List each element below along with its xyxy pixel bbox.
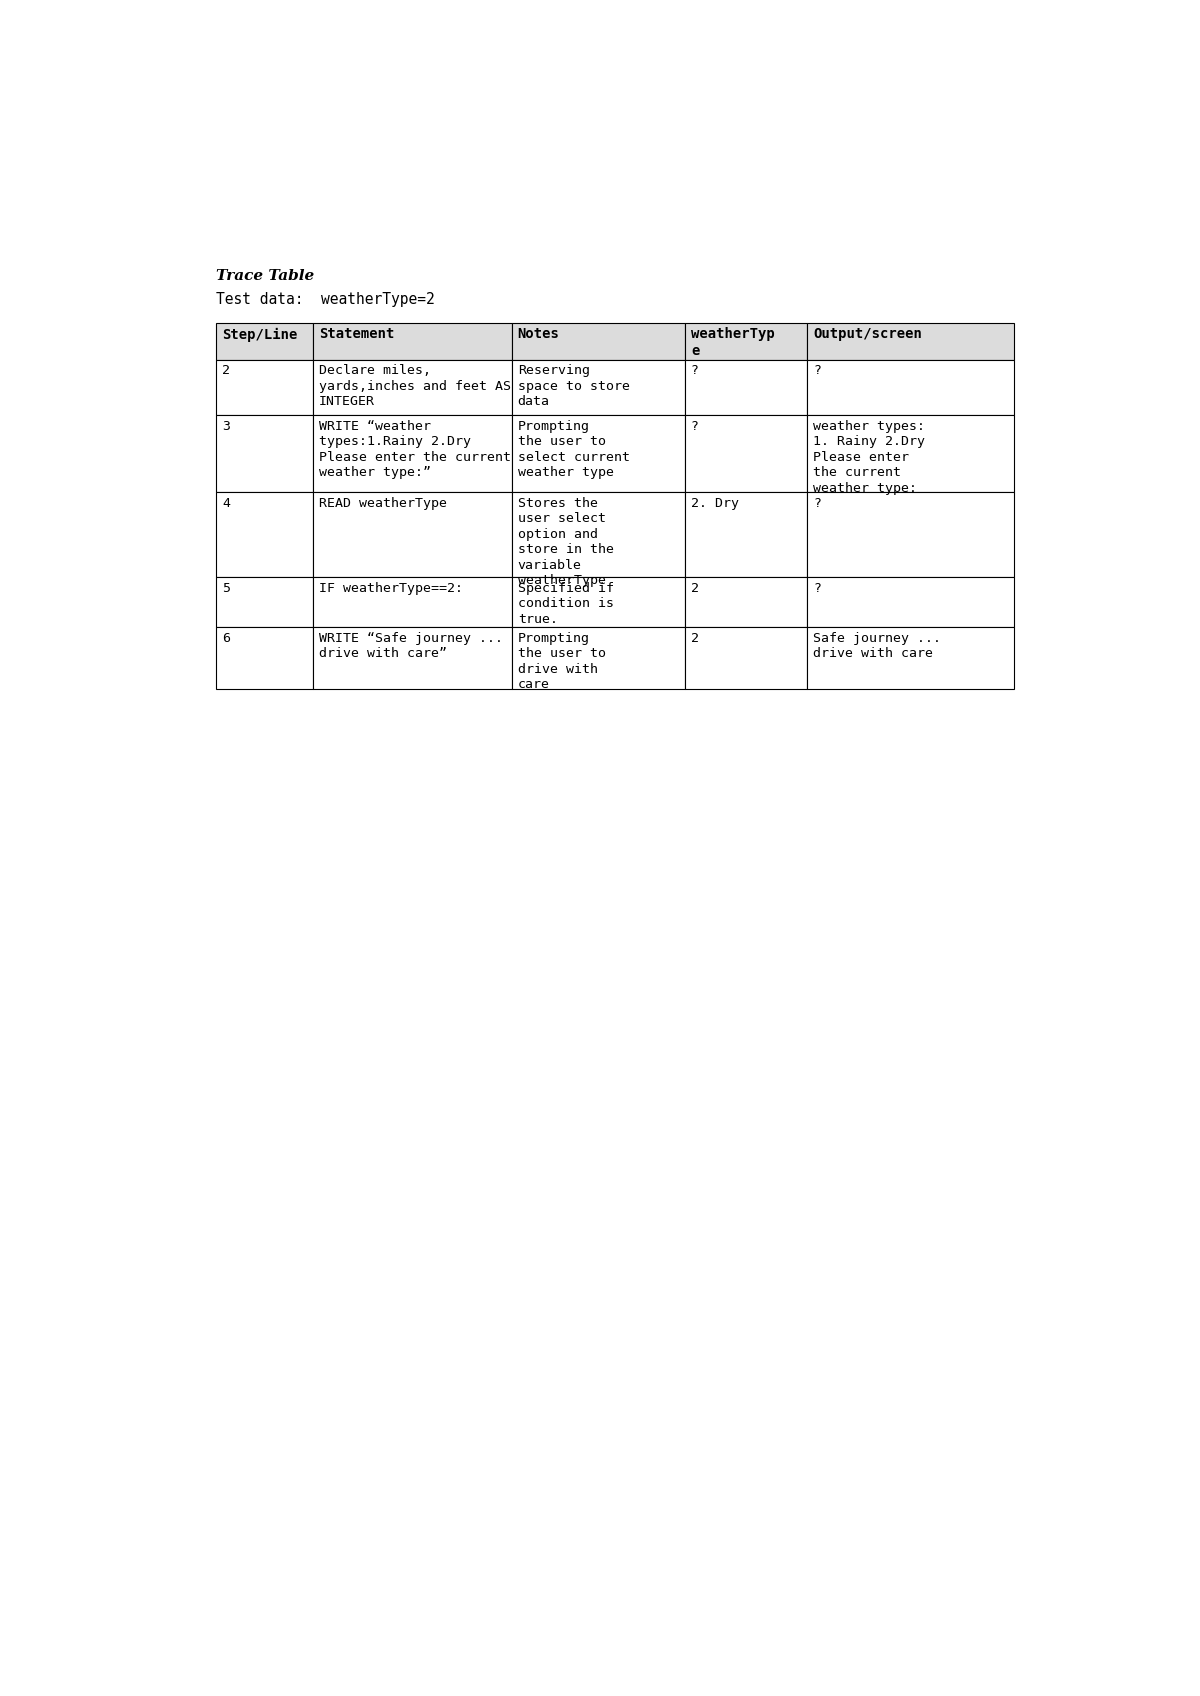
Text: 4: 4 <box>222 497 230 510</box>
Bar <box>511 492 685 577</box>
Bar <box>685 416 808 492</box>
Text: Specified if
condition is
true.: Specified if condition is true. <box>517 582 613 626</box>
Bar <box>511 360 685 416</box>
Text: 2: 2 <box>222 365 230 378</box>
Bar <box>216 322 313 360</box>
Bar <box>216 628 313 689</box>
Bar <box>685 322 808 360</box>
Text: READ weatherType: READ weatherType <box>319 497 448 510</box>
Bar <box>216 492 313 577</box>
Bar <box>808 322 1014 360</box>
Bar <box>313 360 511 416</box>
Bar <box>808 628 1014 689</box>
Bar <box>216 577 313 628</box>
Text: 2: 2 <box>691 582 698 595</box>
Text: Statement: Statement <box>319 327 395 341</box>
Bar <box>685 577 808 628</box>
Bar <box>808 577 1014 628</box>
Text: 2. Dry: 2. Dry <box>691 497 739 510</box>
Text: Declare miles,
yards,inches and feet AS
INTEGER: Declare miles, yards,inches and feet AS … <box>319 365 511 409</box>
Text: 5: 5 <box>222 582 230 595</box>
Bar <box>808 360 1014 416</box>
Bar <box>685 628 808 689</box>
Bar <box>808 492 1014 577</box>
Text: ?: ? <box>814 582 821 595</box>
Bar <box>313 492 511 577</box>
Bar <box>511 577 685 628</box>
Bar <box>511 628 685 689</box>
Text: Reserving
space to store
data: Reserving space to store data <box>517 365 630 409</box>
Text: ?: ? <box>691 421 698 432</box>
Text: weatherTyp
e: weatherTyp e <box>691 327 775 358</box>
Text: WRITE “Safe journey ...
drive with care”: WRITE “Safe journey ... drive with care” <box>319 631 503 660</box>
Bar <box>685 360 808 416</box>
Text: 2: 2 <box>691 631 698 644</box>
Text: ?: ? <box>691 365 698 378</box>
Bar <box>313 628 511 689</box>
Text: Output/screen: Output/screen <box>814 327 923 341</box>
Bar <box>216 416 313 492</box>
Text: IF weatherType==2:: IF weatherType==2: <box>319 582 463 595</box>
Text: ?: ? <box>814 365 821 378</box>
Text: 6: 6 <box>222 631 230 644</box>
Text: Step/Line: Step/Line <box>222 327 298 341</box>
Text: 3: 3 <box>222 421 230 432</box>
Bar <box>511 416 685 492</box>
Bar <box>511 322 685 360</box>
Bar <box>313 416 511 492</box>
Bar <box>216 360 313 416</box>
Text: weather types:
1. Rainy 2.Dry
Please enter
the current
weather type:: weather types: 1. Rainy 2.Dry Please ent… <box>814 421 925 495</box>
Text: ?: ? <box>814 497 821 510</box>
Bar <box>808 416 1014 492</box>
Text: Notes: Notes <box>517 327 559 341</box>
Text: Stores the
user select
option and
store in the
variable
weatherType: Stores the user select option and store … <box>517 497 613 587</box>
Text: Trace Table: Trace Table <box>216 270 314 283</box>
Text: Prompting
the user to
drive with
care: Prompting the user to drive with care <box>517 631 606 692</box>
Text: WRITE “weather
types:1.Rainy 2.Dry
Please enter the current
weather type:”: WRITE “weather types:1.Rainy 2.Dry Pleas… <box>319 421 511 480</box>
Bar <box>313 577 511 628</box>
Bar <box>313 322 511 360</box>
Text: Prompting
the user to
select current
weather type: Prompting the user to select current wea… <box>517 421 630 480</box>
Bar <box>685 492 808 577</box>
Text: Test data:  weatherType=2: Test data: weatherType=2 <box>216 292 434 307</box>
Text: Safe journey ...
drive with care: Safe journey ... drive with care <box>814 631 941 660</box>
